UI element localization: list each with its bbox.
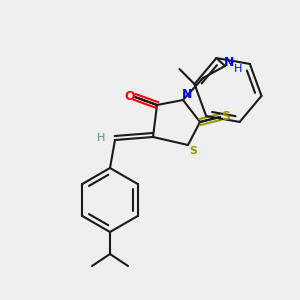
Text: H: H [234,64,242,74]
Text: N: N [224,56,234,68]
Text: S: S [189,146,197,156]
Text: N: N [182,88,192,101]
Text: O: O [125,89,135,103]
Text: H: H [97,133,105,143]
Text: S: S [221,110,230,124]
